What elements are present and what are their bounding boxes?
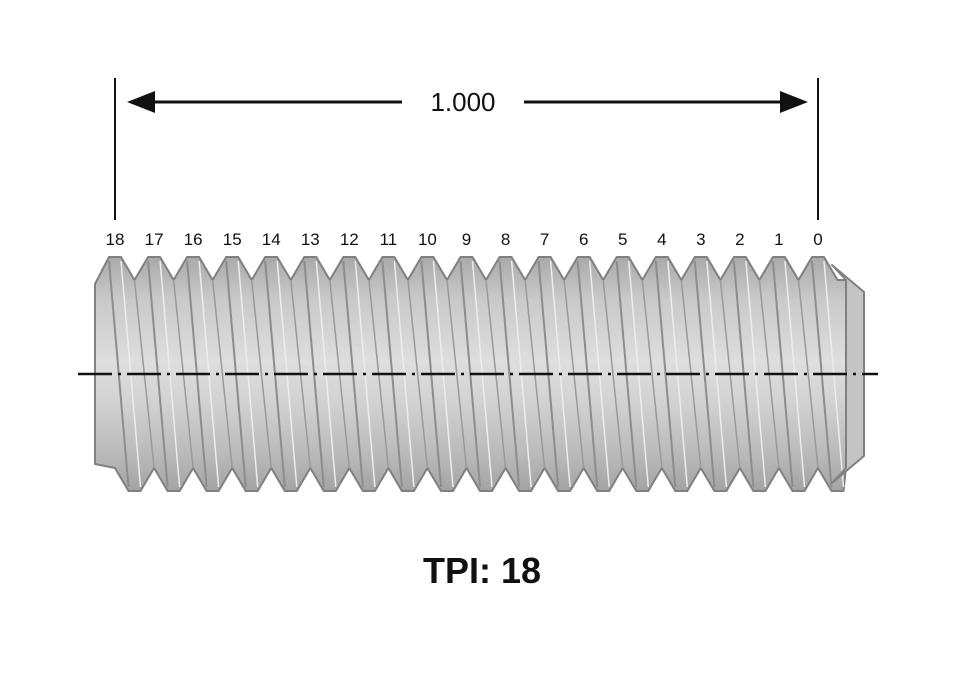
thread-number: 14 [262,230,281,249]
dimension-arrow [127,91,808,113]
thread-line [250,279,272,469]
thread-number: 6 [579,230,588,249]
thread-number: 9 [462,230,471,249]
thread-number: 8 [501,230,510,249]
arrowhead-right-icon [780,91,808,113]
tpi-caption: TPI: 18 [423,550,541,591]
thread-number: 1 [774,230,783,249]
thread-number: 10 [418,230,437,249]
thread-line [654,260,677,488]
thread-number: 7 [540,230,549,249]
thread-line [797,279,819,469]
thread-line [211,279,233,469]
thread-number: 5 [618,230,627,249]
thread-number: 3 [696,230,705,249]
thread-number: 18 [106,230,125,249]
thread-number: 11 [380,230,398,249]
thread-number: 16 [184,230,203,249]
thread-number: 13 [301,230,320,249]
thread-number: 12 [340,230,359,249]
thread-numbers: 18 17 16 15 14 13 12 11 10 9 8 7 6 5 4 3 2 1 0 [106,230,823,249]
tpi-caption-prefix: TPI: [423,550,491,591]
thread-line [498,260,521,488]
rod-chamfered-end [831,264,865,484]
thread-line [407,279,429,469]
thread-number: 15 [223,230,242,249]
thread-number: 0 [813,230,822,249]
thread-number: 4 [657,230,666,249]
arrowhead-left-icon [127,91,155,113]
thread-line [641,279,663,469]
tpi-caption-value: 18 [501,550,541,591]
dimension-label: 1.000 [430,87,495,117]
thread-number: 2 [735,230,744,249]
thread-number: 17 [145,230,164,249]
thread-line [446,279,468,469]
thread-line [693,260,716,488]
thread-line [602,279,624,469]
